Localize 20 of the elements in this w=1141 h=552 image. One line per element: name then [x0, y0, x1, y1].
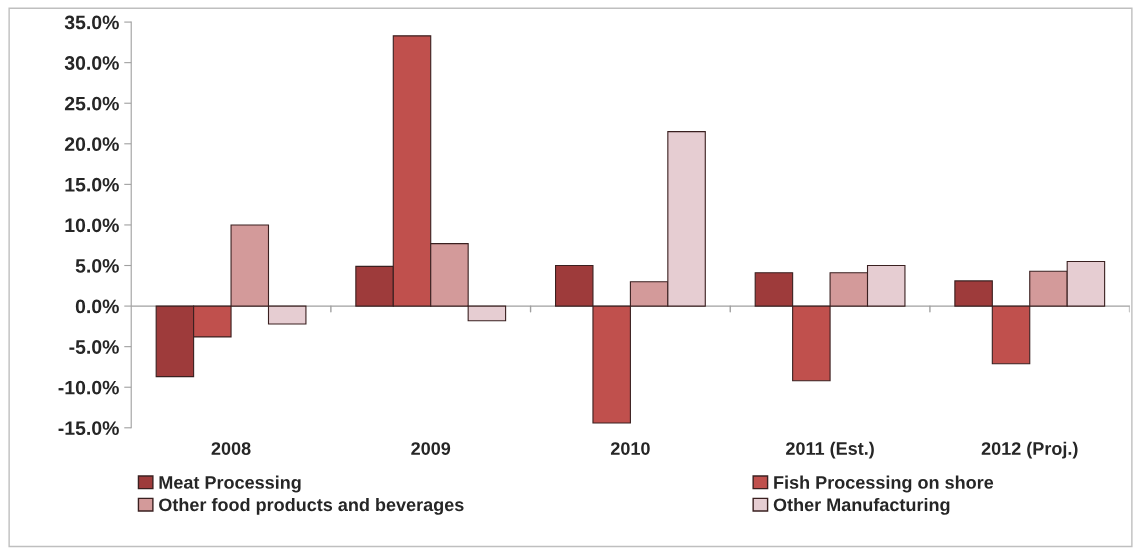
y-tick-label: 25.0%: [64, 96, 119, 111]
y-tick-label: -5.0%: [69, 340, 119, 354]
x-tick-label: 2010: [610, 442, 650, 455]
legend-label: Other food products and beverages: [159, 497, 464, 515]
y-tick-label: 10.0%: [65, 218, 119, 233]
y-tick-label: 20.0%: [64, 137, 119, 152]
y-tick-label: -10.0%: [58, 380, 119, 395]
y-tick-label: 5.0%: [75, 258, 119, 273]
x-tick-label: 2011 (Est.): [786, 441, 874, 459]
y-tick-label: -15.0%: [58, 421, 119, 436]
x-tick-label: 2008: [211, 442, 251, 455]
y-tick-label: 30.0%: [64, 56, 119, 70]
x-tick-label: 2009: [411, 442, 451, 455]
x-tick-label: 2012 (Proj.): [981, 441, 1078, 459]
legend-label: Meat Processing: [159, 475, 301, 493]
legend-label: Other Manufacturing: [773, 497, 950, 515]
y-tick-label: 15.0%: [65, 177, 119, 192]
y-tick-label: 0.0%: [75, 299, 119, 314]
y-tick-label: 35.0%: [64, 15, 119, 30]
legend-label: Fish Processing on shore: [774, 475, 994, 493]
